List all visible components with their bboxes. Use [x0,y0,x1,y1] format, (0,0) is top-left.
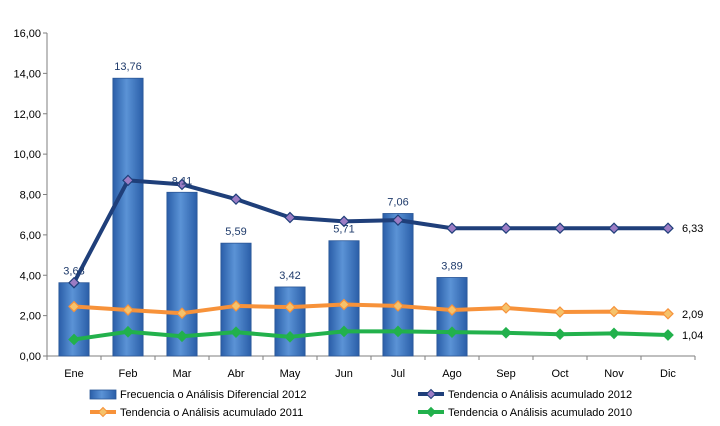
series-marker [554,306,566,318]
x-tick-label: Ene [64,368,84,380]
y-tick-label: 8,00 [20,190,41,202]
y-tick-label: 6,00 [20,230,41,242]
series-marker [230,326,242,339]
series-marker [122,325,134,338]
legend-swatch-marker [97,406,109,418]
series-marker [446,304,458,316]
series-marker [446,222,458,235]
series-marker [176,178,188,191]
legend-label: Tendencia o Análisis acumulado 2011 [120,407,303,419]
legend: Frecuencia o Análisis Diferencial 2012 Te… [89,388,632,419]
series-marker [500,222,512,235]
legend-swatch-bar [89,389,117,400]
series-marker [284,211,296,224]
y-tick-label: 0,00 [20,351,41,363]
y-tick-label: 10,00 [13,149,41,161]
series-marker [608,222,620,235]
bar [328,240,360,357]
y-tick-label: 4,00 [20,270,41,282]
series-marker [68,276,80,289]
bar-value-label: 3,89 [441,260,462,272]
series-marker [122,174,134,187]
legend-swatch-marker [425,388,437,400]
series-marker [392,300,404,312]
lines [68,174,674,346]
x-tick-label: Nov [604,368,624,380]
x-tick-label: Jun [335,368,353,380]
series-marker [338,298,350,311]
axes: 0,00 2,00 4,00 6,00 8,00 10,00 12,00 14,00 16,00… [13,28,696,380]
series-marker [662,222,674,235]
labels: 3,63 13,76 8,11 5,59 3,42 5,71 7,06 3,89 1,04 2,0… [63,61,703,342]
series-marker [338,325,350,338]
series-marker [662,307,674,320]
series-line [72,302,670,316]
x-tick-label: Sep [496,368,516,380]
legend-label: Tendencia o Análisis acumulado 2012 [448,389,632,401]
y-tick-label: 16,00 [13,28,41,40]
series-marker [608,327,620,340]
y-tick-label: 2,00 [20,311,41,323]
x-tick-label: May [280,368,301,380]
series-end-label: 1,04 [682,330,703,342]
series-end-label: 6,33 [682,223,703,235]
legend-label: Tendencia o Análisis acumulado 2010 [448,407,632,419]
series-marker [554,222,566,235]
series-line [72,329,670,342]
bar [220,242,252,357]
series-marker [446,326,458,339]
x-tick-label: Mar [173,368,192,380]
y-tick-label: 12,00 [13,109,41,121]
y-tick-label: 14,00 [13,68,41,80]
series-marker [122,304,134,316]
bar-value-label: 7,06 [387,196,408,208]
x-tick-label: Ago [442,368,462,380]
series-marker [392,325,404,338]
series-marker [68,333,80,346]
series-marker [284,330,296,343]
bar [166,191,198,357]
x-tick-label: Feb [119,368,138,380]
bar-value-label: 3,42 [279,270,300,282]
series-marker [392,214,404,226]
x-tick-label: Abr [227,368,244,380]
series-marker [284,301,296,313]
bar-value-label: 3,63 [63,266,84,278]
bar [436,277,468,357]
series-marker [554,328,566,341]
series-marker [176,307,188,320]
bar-value-label: 13,76 [114,61,142,73]
bars [58,77,468,357]
series-marker [230,300,242,312]
series-line [72,178,670,285]
legend-label: Frecuencia o Análisis Diferencial 2012 [120,389,307,401]
series-marker [68,300,80,313]
x-tick-label: Dic [660,368,676,380]
series-marker [662,329,674,341]
series-end-label: 2,09 [682,309,703,321]
series-marker [176,330,188,343]
series-marker [500,326,512,339]
bar-value-label: 5,59 [225,226,246,238]
bar-value-label: 8,11 [172,175,193,187]
x-tick-label: Oct [551,368,568,380]
series-marker [608,305,620,318]
legend-swatch-marker [425,406,437,418]
x-tick-label: Jul [391,368,405,380]
series-marker [500,302,512,314]
bar-value-label: 5,71 [333,224,354,236]
series-marker [338,215,350,228]
series-marker [230,193,242,205]
bar [274,286,306,357]
